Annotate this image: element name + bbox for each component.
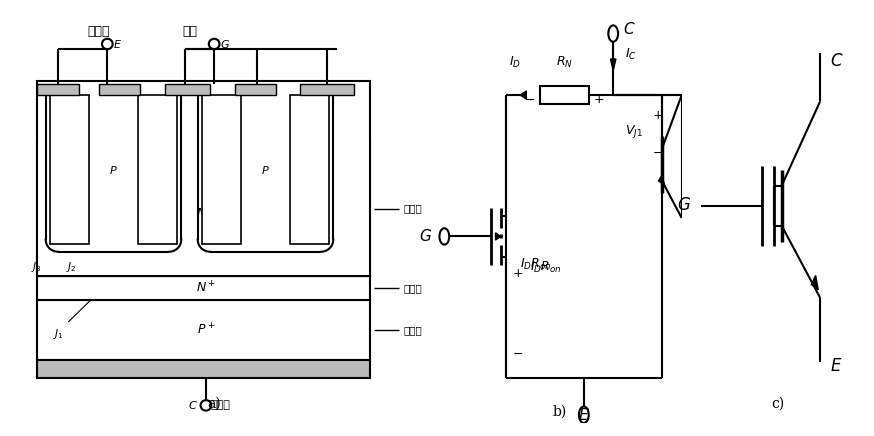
Bar — [38, 300, 371, 360]
Polygon shape — [520, 91, 526, 99]
Bar — [38, 276, 371, 300]
Text: 缓冲区: 缓冲区 — [403, 283, 422, 293]
Bar — [165, 84, 210, 95]
Text: $C$: $C$ — [829, 53, 843, 70]
Text: $E$: $E$ — [829, 358, 843, 375]
Text: $-$: $-$ — [524, 92, 536, 106]
Text: $I_C$: $I_C$ — [626, 47, 637, 61]
Text: $J_2$: $J_2$ — [66, 260, 77, 274]
Text: 注入区: 注入区 — [403, 325, 422, 335]
Text: $I_D R_{on}$: $I_D R_{on}$ — [530, 259, 562, 275]
Text: $E$: $E$ — [114, 38, 122, 50]
Text: $P$: $P$ — [261, 164, 270, 176]
Bar — [138, 95, 177, 244]
Text: $N^+$: $N^+$ — [212, 162, 231, 177]
Text: $G$: $G$ — [419, 228, 432, 245]
Text: $P^+$: $P^+$ — [197, 322, 215, 337]
Bar — [38, 84, 79, 95]
Text: $N^+$: $N^+$ — [301, 162, 319, 177]
Text: 漂移区: 漂移区 — [403, 204, 422, 214]
Text: $V_{J1}$: $V_{J1}$ — [625, 123, 642, 140]
Text: c): c) — [771, 396, 785, 410]
Text: $+$: $+$ — [593, 92, 604, 106]
Text: $-$: $-$ — [512, 347, 524, 360]
Text: 栅极: 栅极 — [182, 25, 197, 38]
Text: $+$: $+$ — [512, 267, 524, 280]
Bar — [38, 141, 371, 276]
Text: $N^+$: $N^+$ — [60, 162, 79, 177]
Bar — [50, 95, 89, 244]
Bar — [301, 84, 354, 95]
Bar — [290, 95, 329, 244]
Text: $C$: $C$ — [623, 21, 635, 37]
Text: $G$: $G$ — [677, 197, 691, 214]
Text: $C$: $C$ — [188, 399, 198, 412]
Polygon shape — [811, 276, 818, 290]
Bar — [38, 360, 371, 378]
Text: $R_N$: $R_N$ — [556, 55, 572, 71]
Text: $I_D R_{on}$: $I_D R_{on}$ — [520, 256, 552, 272]
Bar — [38, 81, 371, 276]
Bar — [202, 95, 241, 244]
Bar — [99, 84, 140, 95]
Text: $N^+$: $N^+$ — [196, 280, 216, 296]
Text: $N^+$: $N^+$ — [149, 162, 167, 177]
Text: $-$: $-$ — [652, 146, 662, 159]
Text: $J_3$: $J_3$ — [31, 260, 42, 274]
Polygon shape — [496, 233, 501, 240]
Polygon shape — [610, 59, 616, 71]
Text: 发射极: 发射极 — [88, 25, 110, 38]
Bar — [234, 84, 276, 95]
Text: $P$: $P$ — [109, 164, 118, 176]
Text: $E$: $E$ — [578, 407, 590, 423]
Text: $N^-$: $N^-$ — [196, 207, 216, 220]
Text: b): b) — [552, 405, 566, 419]
Text: $G$: $G$ — [220, 38, 231, 50]
Text: $I_D$: $I_D$ — [510, 55, 521, 71]
Text: $+$: $+$ — [652, 109, 662, 122]
Text: 集电极: 集电极 — [210, 400, 230, 410]
Bar — [540, 86, 589, 104]
Text: a): a) — [207, 396, 221, 410]
Text: $J_1$: $J_1$ — [52, 327, 64, 341]
Polygon shape — [658, 175, 664, 185]
